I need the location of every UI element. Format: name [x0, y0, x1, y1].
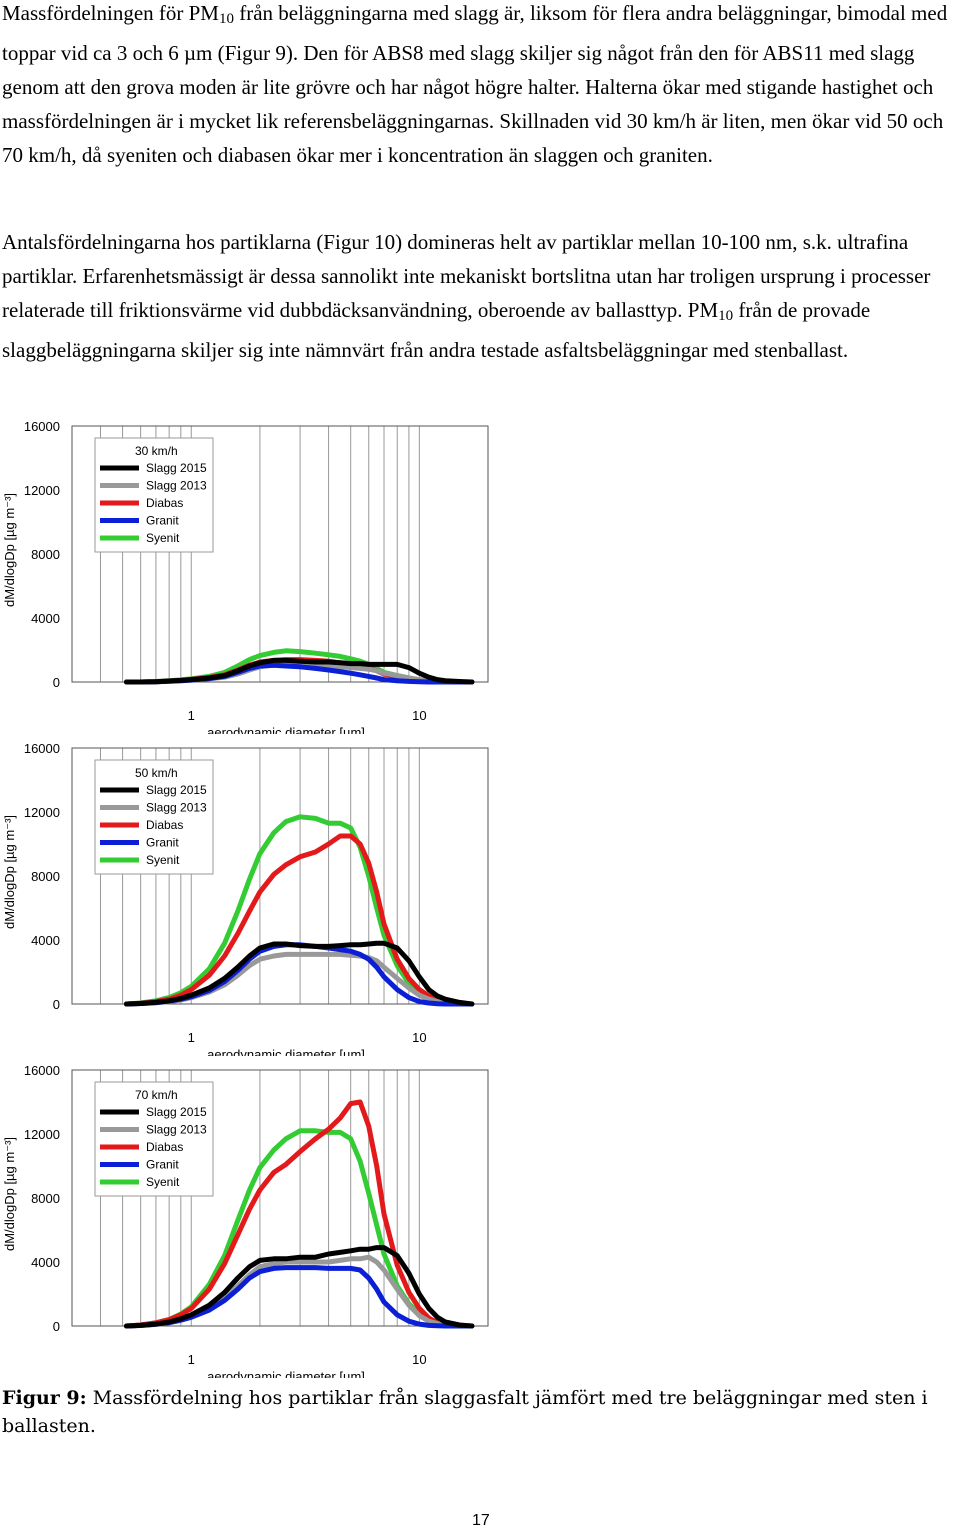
x-tick-label: 10 — [412, 1030, 426, 1045]
y-tick-label: 8000 — [31, 1191, 60, 1206]
legend-label: Syenit — [146, 531, 180, 545]
legend-label: Slagg 2013 — [146, 1123, 207, 1137]
body-paragraph-1: Massfördelningen för PM10 från beläggnin… — [2, 0, 960, 172]
figure-caption-label: Figur 9: — [2, 1387, 87, 1409]
legend-title: 70 km/h — [135, 1088, 178, 1102]
legend-label: Slagg 2015 — [146, 461, 207, 475]
y-tick-label: 12000 — [24, 805, 60, 820]
y-tick-label: 16000 — [24, 741, 60, 756]
figure-caption-text: Massfördelning hos partiklar från slagga… — [2, 1387, 928, 1437]
y-tick-label: 4000 — [31, 1255, 60, 1270]
paragraph-text: från beläggningarna med slagg är, liksom… — [2, 1, 948, 167]
y-tick-label: 4000 — [31, 933, 60, 948]
y-tick-label: 12000 — [24, 483, 60, 498]
legend-label: Slagg 2013 — [146, 801, 207, 815]
legend-label: Slagg 2013 — [146, 479, 207, 493]
legend-label: Granit — [146, 514, 179, 528]
chart-panel-50kmh: 0 4000 8000 12000 16000 1 10 aerodynamic diamet… — [0, 734, 960, 1056]
y-tick-label: 4000 — [31, 611, 60, 626]
y-tick-label: 16000 — [24, 419, 60, 434]
x-axis-label: aerodynamic diameter [µm] — [207, 1369, 365, 1378]
legend-label: Granit — [146, 1158, 179, 1172]
x-tick-label: 10 — [412, 708, 426, 723]
y-axis-label: dM/dlogDp [µg m⁻³] — [2, 815, 17, 929]
mass-distribution-chart-50kmh: 0 4000 8000 12000 16000 1 10 aerodynamic diamet… — [2, 741, 489, 1056]
legend-box — [94, 437, 214, 553]
legend-label: Granit — [146, 836, 179, 850]
legend-label: Diabas — [146, 496, 183, 510]
series-line-diabas — [124, 833, 475, 1007]
y-tick-label: 0 — [53, 1319, 60, 1334]
chart-panel-30kmh: 0 4000 8000 12000 16000 1 10 aerodynamic diamet… — [0, 412, 960, 734]
plot-frame — [71, 747, 489, 1005]
y-tick-label: 8000 — [31, 547, 60, 562]
legend-label: Slagg 2015 — [146, 1105, 207, 1119]
legend-label: Syenit — [146, 853, 180, 867]
legend-title: 50 km/h — [135, 766, 178, 780]
legend-box — [94, 759, 214, 875]
page-number: 17 — [472, 1512, 490, 1529]
x-axis-label: aerodynamic diameter [µm] — [207, 725, 365, 734]
y-tick-label: 0 — [53, 997, 60, 1012]
y-tick-label: 16000 — [24, 1063, 60, 1078]
pm-subscript: 10 — [718, 308, 734, 324]
figure-caption: Figur 9: Massfördelning hos partiklar fr… — [2, 1384, 942, 1440]
y-axis-label: dM/dlogDp [µg m⁻³] — [2, 1137, 17, 1251]
legend-box — [94, 1081, 214, 1197]
plot-frame — [71, 1069, 489, 1327]
pm-subscript: 10 — [218, 11, 234, 27]
y-tick-label: 8000 — [31, 869, 60, 884]
body-paragraph-2: Antalsfördelningarna hos partiklarna (Fi… — [2, 225, 960, 367]
legend-label: Syenit — [146, 1175, 180, 1189]
legend-title: 30 km/h — [135, 444, 178, 458]
paragraph-text: från de provade slaggbeläggningarna skil… — [2, 298, 871, 362]
series-line-diabas — [124, 1099, 475, 1329]
x-tick-label: 10 — [412, 1352, 426, 1367]
x-tick-label: 1 — [188, 1030, 195, 1045]
legend-label: Diabas — [146, 1140, 183, 1154]
chart-panel-70kmh: 0 4000 8000 12000 16000 1 10 aerodynamic diamet… — [0, 1056, 960, 1378]
series-line-slagg-2015 — [124, 1245, 475, 1329]
series-line-slagg-2015 — [124, 940, 475, 1007]
paragraph-text: Antalsfördelningarna hos partiklarna (Fi… — [2, 230, 931, 322]
x-tick-label: 1 — [188, 708, 195, 723]
mass-distribution-chart-70kmh: 0 4000 8000 12000 16000 1 10 aerodynamic diamet… — [2, 1063, 489, 1378]
legend-label: Slagg 2015 — [146, 783, 207, 797]
y-axis-label: dM/dlogDp [µg m⁻³] — [2, 493, 17, 607]
y-tick-label: 0 — [53, 675, 60, 690]
legend-label: Diabas — [146, 818, 183, 832]
x-axis-label: aerodynamic diameter [µm] — [207, 1047, 365, 1056]
paragraph-text: Massfördelningen för PM — [2, 1, 219, 25]
x-tick-label: 1 — [188, 1352, 195, 1367]
series-line-slagg-2015 — [124, 657, 475, 685]
y-tick-label: 12000 — [24, 1127, 60, 1142]
mass-distribution-chart-30kmh: 0 4000 8000 12000 16000 1 10 aerodynamic diamet… — [2, 419, 489, 734]
plot-frame — [71, 425, 489, 683]
